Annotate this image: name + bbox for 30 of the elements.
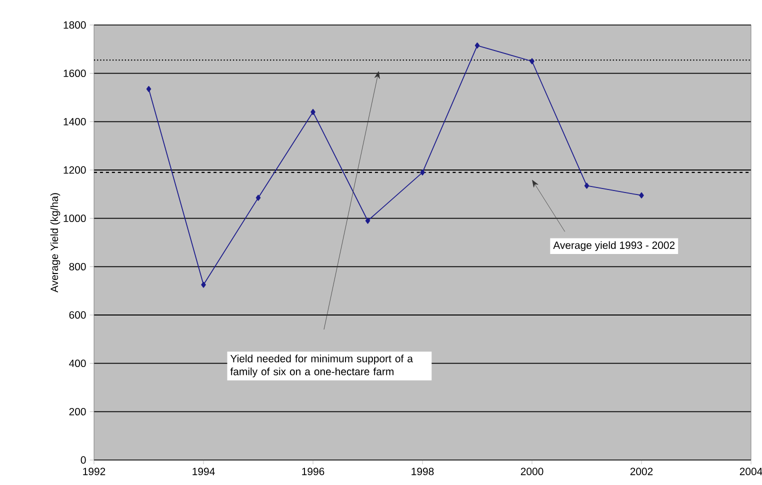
point bbox=[201, 282, 206, 288]
y-tick-label: 1200 bbox=[64, 166, 86, 174]
y-tick-label: 600 bbox=[69, 311, 86, 319]
point bbox=[256, 194, 261, 201]
y-tick-label: 1800 bbox=[64, 21, 86, 29]
y-tick-label: 400 bbox=[69, 360, 86, 368]
point bbox=[146, 86, 152, 92]
point bbox=[474, 42, 480, 49]
y-tick-label: 1600 bbox=[64, 70, 86, 78]
y-tick-label: 1000 bbox=[64, 214, 86, 222]
y-tick-label: 200 bbox=[69, 408, 86, 416]
point bbox=[365, 218, 370, 224]
x-tick-label: 1998 bbox=[412, 468, 434, 476]
x-tick-label: 2000 bbox=[520, 468, 544, 476]
y-tick-label: 800 bbox=[69, 262, 86, 270]
x-tick-label: 1996 bbox=[302, 468, 324, 476]
x-tick-label: 1992 bbox=[83, 468, 106, 476]
point bbox=[584, 182, 590, 189]
point bbox=[310, 108, 316, 116]
y-axis-title: Average Yield (kg/ha) bbox=[50, 193, 60, 292]
point bbox=[420, 169, 425, 176]
annotation: Average yield 1993 - 2002 bbox=[553, 241, 675, 251]
y-tick-label: 0 bbox=[80, 456, 86, 464]
point bbox=[639, 192, 644, 198]
x-tick-label: 2002 bbox=[630, 468, 653, 476]
y-tick-label: 1400 bbox=[64, 118, 86, 126]
x-tick-label: 2004 bbox=[740, 468, 762, 476]
point bbox=[530, 58, 534, 64]
annotation: Yield needed for minimum support of a family of six on a one-hectare farm bbox=[230, 354, 413, 378]
x-tick-label: 1994 bbox=[192, 468, 215, 476]
